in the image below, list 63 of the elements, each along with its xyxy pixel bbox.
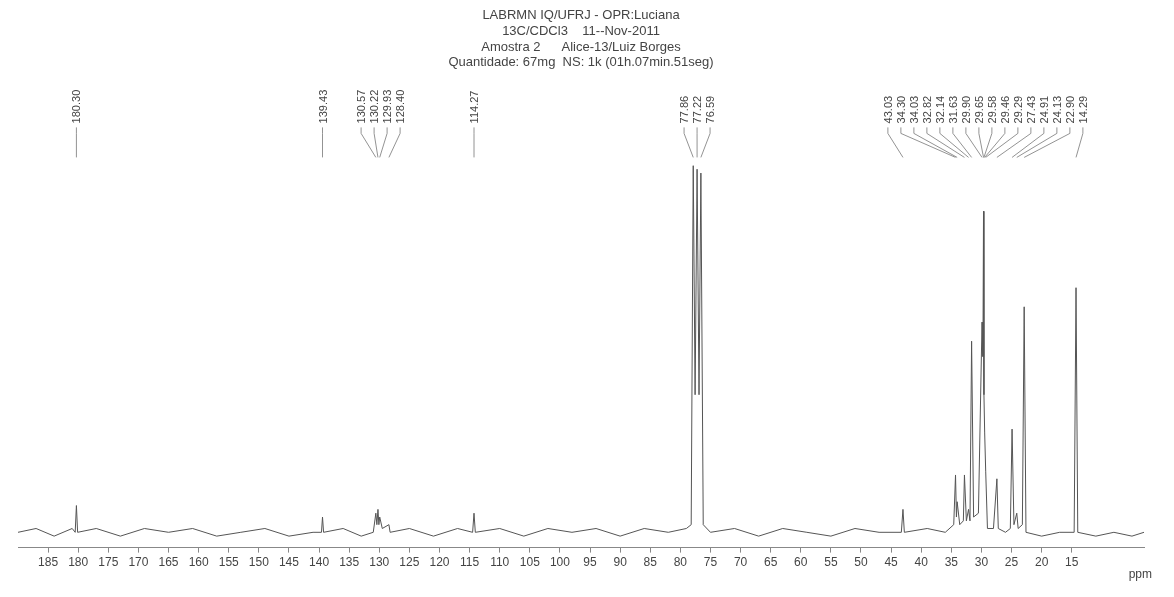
x-axis-title: ppm [1128,567,1152,582]
x-tick-label: 110 [490,555,510,570]
annotation: 29.46 [998,95,1011,124]
x-tick-label: 150 [248,555,270,570]
annotation: 130.57 [355,89,368,124]
x-tick-label: 135 [339,555,360,570]
annotation: 31.63 [946,95,959,124]
annotation: 22.90 [1063,95,1076,124]
annotation: 128.40 [394,89,407,124]
annotation: 130.22 [368,89,381,124]
annotation: 29.65 [972,95,985,124]
x-tick-label: 105 [519,555,541,570]
annotation: 129.93 [381,89,394,124]
x-tick-label: 120 [429,555,450,570]
x-tick-label: 130 [369,555,390,570]
x-tick-label: 165 [158,555,179,570]
annotation: 77.22 [691,95,704,124]
annotation: 180.30 [70,89,83,124]
annotation: 27.43 [1024,95,1037,124]
x-tick-label: 170 [128,555,149,570]
x-tick-label: 125 [399,555,420,570]
x-tick-label: 75 [703,555,718,570]
x-tick-label: 55 [824,555,838,570]
x-tick-label: 45 [884,555,899,570]
x-tick-label: 80 [673,555,688,570]
x-tick-label: 140 [309,555,330,570]
x-tick-label: 175 [98,555,119,570]
annotation: 32.14 [933,95,946,124]
x-tick-label: 25 [1004,555,1019,570]
chart-title: LABRMN IQ/UFRJ - OPR:Luciana 13C/CDCl3 11--Nov-2011 Amostra 2 Alice-13/Luiz Borges Quantidade: 67mg NS: 1k (01h.07min.51seg) [448,7,714,70]
x-tick-label: 85 [643,555,658,570]
x-tick-label: 65 [763,555,778,570]
x-tick-label: 35 [944,555,959,570]
x-tick-label: 145 [278,555,300,570]
x-tick-label: 160 [188,555,209,570]
annotation: 29.58 [985,95,998,124]
annotation: 43.03 [881,95,894,124]
annotation: 76.59 [704,95,717,124]
x-tick-label: 30 [974,555,989,570]
annotation: 24.13 [1050,95,1063,124]
annotation: 34.03 [907,95,920,124]
annotation: 139.43 [316,89,329,124]
annotation: 29.29 [1011,95,1024,124]
x-tick-label: 100 [549,555,571,570]
x-tick-label: 155 [218,555,240,570]
x-tick-label: 185 [38,555,59,570]
x-tick-label: 115 [460,555,480,570]
x-tick-label: 70 [733,555,748,570]
x-tick-label: 15 [1065,555,1079,570]
x-tick-label: 60 [794,555,808,570]
x-tick-label: 40 [914,555,929,570]
x-tick-label: 20 [1034,555,1049,570]
x-tick-label: 90 [613,555,628,570]
annotation: 32.82 [920,95,933,124]
annotation: 24.91 [1037,95,1050,124]
annotation: 77.86 [678,95,691,124]
x-tick-label: 95 [583,555,598,570]
annotation: 14.29 [1076,95,1089,124]
annotation: 114.27 [468,90,480,124]
x-tick-label: 50 [854,555,868,570]
annotation: 34.30 [894,95,907,124]
x-tick-label: 180 [68,555,89,570]
annotation: 29.90 [959,95,972,124]
